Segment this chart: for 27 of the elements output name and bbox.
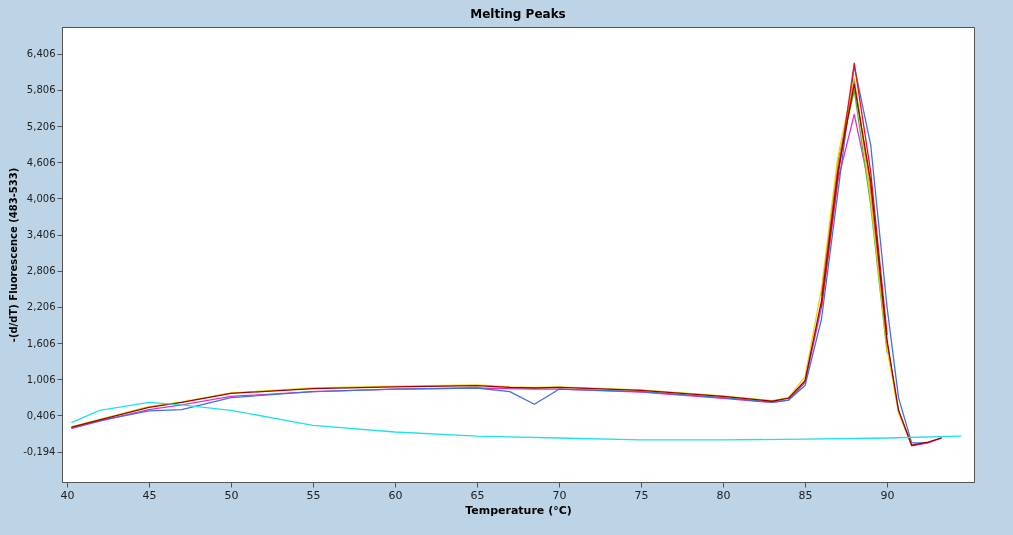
x-tick-label: 60: [388, 488, 403, 502]
x-tick-label: 65: [470, 488, 485, 502]
y-tick-label: 4,606: [26, 156, 56, 168]
x-tick-label: 55: [306, 488, 321, 502]
x-tick-label: 90: [880, 488, 895, 502]
x-tick-label: 75: [634, 488, 649, 502]
y-tick-label: -0,194: [23, 446, 56, 458]
x-tick-label: 80: [716, 488, 731, 502]
y-tick-label: 3,406: [26, 229, 56, 241]
y-tick-label: 4,006: [26, 192, 56, 204]
y-tick-label: 5,806: [26, 84, 56, 96]
y-axis-title: -(d/dT) Fluorescence (483-533): [8, 167, 20, 343]
y-tick-label: 1,606: [26, 337, 56, 349]
y-tick-label: 6,406: [26, 48, 56, 60]
y-tick-label: 2,806: [26, 265, 56, 277]
y-tick-label: 1,006: [26, 373, 56, 385]
x-tick-label: 70: [552, 488, 567, 502]
x-tick-label: 40: [60, 488, 75, 502]
x-axis-title: Temperature (°C): [465, 503, 572, 517]
x-tick-label: 85: [798, 488, 813, 502]
y-tick-label: 2,206: [26, 301, 56, 313]
chart-title: Melting Peaks: [470, 7, 566, 21]
x-tick-label: 50: [224, 488, 239, 502]
y-tick-label: 5,206: [26, 120, 56, 132]
x-tick-label: 45: [142, 488, 157, 502]
y-tick-label: 0,406: [26, 409, 56, 421]
line-series: [71, 401, 962, 441]
